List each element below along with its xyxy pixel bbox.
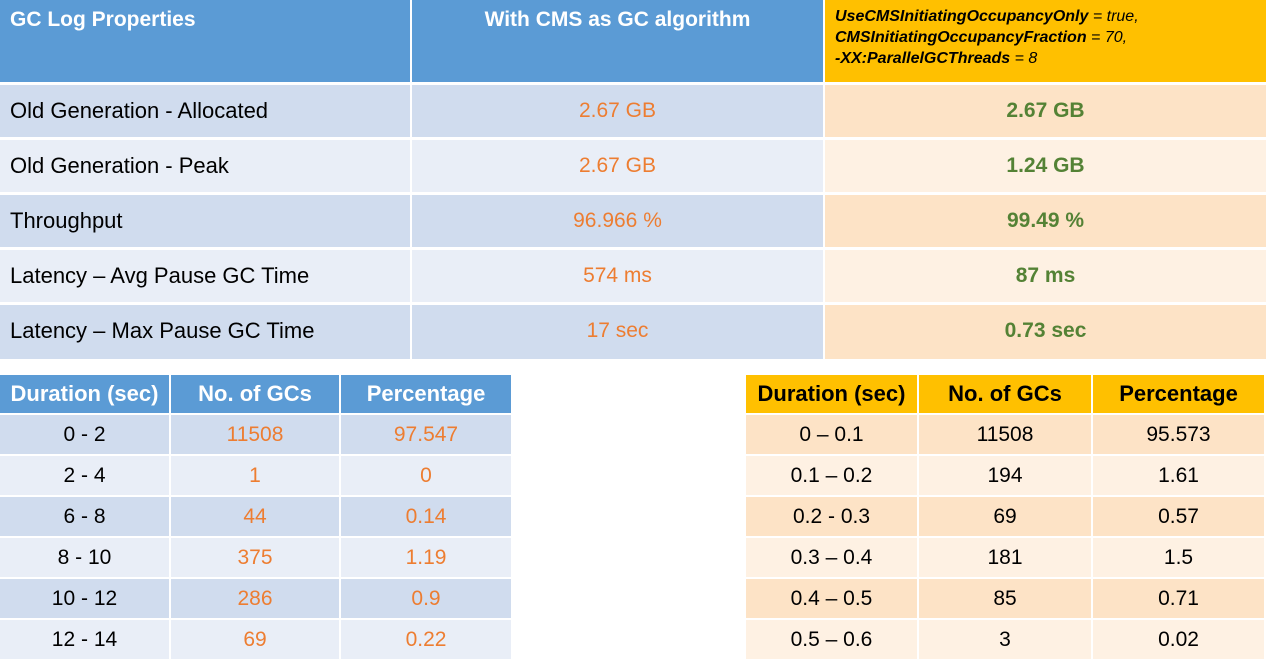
table-row-tuned-value: 0.73 sec: [825, 305, 1266, 359]
table-cell-count: 11508: [919, 415, 1091, 454]
column-header: Percentage: [1093, 375, 1264, 413]
table-row-tuned-value: 2.67 GB: [825, 85, 1266, 137]
header-cms-algorithm: With CMS as GC algorithm: [412, 0, 823, 82]
table-row-tuned-value: 99.49 %: [825, 195, 1266, 247]
table-cell-duration: 8 - 10: [0, 538, 169, 577]
table-cell-percentage: 0.02: [1093, 620, 1264, 659]
table-cell-count: 286: [171, 579, 339, 618]
table-cell-count: 1: [171, 456, 339, 495]
table-cell-duration: 12 - 14: [0, 620, 169, 659]
tuned-pause-distribution-table: Duration (sec) No. of GCs Percentage 0 – 0.…: [746, 375, 1266, 659]
table-row-property: Old Generation - Allocated: [0, 85, 410, 137]
table-cell-percentage: 0: [341, 456, 511, 495]
table-cell-duration: 0.3 – 0.4: [746, 538, 917, 577]
table-cell-percentage: 95.573: [1093, 415, 1264, 454]
table-cell-count: 181: [919, 538, 1091, 577]
column-header: No. of GCs: [919, 375, 1091, 413]
table-row-cms-value: 17 sec: [412, 305, 823, 359]
table-row-cms-value: 2.67 GB: [412, 85, 823, 137]
table-cell-duration: 6 - 8: [0, 497, 169, 536]
table-row-cms-value: 574 ms: [412, 250, 823, 302]
table-cell-duration: 0 – 0.1: [746, 415, 917, 454]
table-cell-percentage: 1.19: [341, 538, 511, 577]
table-cell-duration: 10 - 12: [0, 579, 169, 618]
table-cell-count: 194: [919, 456, 1091, 495]
table-cell-duration: 0.4 – 0.5: [746, 579, 917, 618]
table-row-property: Latency – Max Pause GC Time: [0, 305, 410, 359]
table-cell-count: 44: [171, 497, 339, 536]
table-cell-percentage: 1.5: [1093, 538, 1264, 577]
table-cell-count: 85: [919, 579, 1091, 618]
header-gc-log-properties: GC Log Properties: [0, 0, 410, 82]
table-cell-count: 69: [919, 497, 1091, 536]
table-cell-count: 3: [919, 620, 1091, 659]
table-row-property: Throughput: [0, 195, 410, 247]
table-cell-percentage: 0.57: [1093, 497, 1264, 536]
table-row-tuned-value: 1.24 GB: [825, 140, 1266, 192]
table-cell-duration: 2 - 4: [0, 456, 169, 495]
table-row-property: Old Generation - Peak: [0, 140, 410, 192]
gc-comparison-table: GC Log Properties With CMS as GC algorit…: [0, 0, 1266, 359]
header-tuned-settings: UseCMSInitiatingOccupancyOnly = true, CM…: [825, 0, 1266, 82]
table-cell-duration: 0.5 – 0.6: [746, 620, 917, 659]
column-header: Duration (sec): [0, 375, 169, 413]
table-cell-percentage: 0.14: [341, 497, 511, 536]
table-cell-percentage: 0.22: [341, 620, 511, 659]
table-cell-count: 375: [171, 538, 339, 577]
table-row-cms-value: 2.67 GB: [412, 140, 823, 192]
table-row-property: Latency – Avg Pause GC Time: [0, 250, 410, 302]
table-cell-percentage: 1.61: [1093, 456, 1264, 495]
table-row-cms-value: 96.966 %: [412, 195, 823, 247]
table-cell-percentage: 0.9: [341, 579, 511, 618]
table-cell-duration: 0 - 2: [0, 415, 169, 454]
table-cell-duration: 0.2 - 0.3: [746, 497, 917, 536]
table-cell-count: 69: [171, 620, 339, 659]
table-cell-duration: 0.1 – 0.2: [746, 456, 917, 495]
table-cell-count: 11508: [171, 415, 339, 454]
table-cell-percentage: 97.547: [341, 415, 511, 454]
table-cell-percentage: 0.71: [1093, 579, 1264, 618]
column-header: No. of GCs: [171, 375, 339, 413]
column-header: Percentage: [341, 375, 511, 413]
column-header: Duration (sec): [746, 375, 917, 413]
table-row-tuned-value: 87 ms: [825, 250, 1266, 302]
